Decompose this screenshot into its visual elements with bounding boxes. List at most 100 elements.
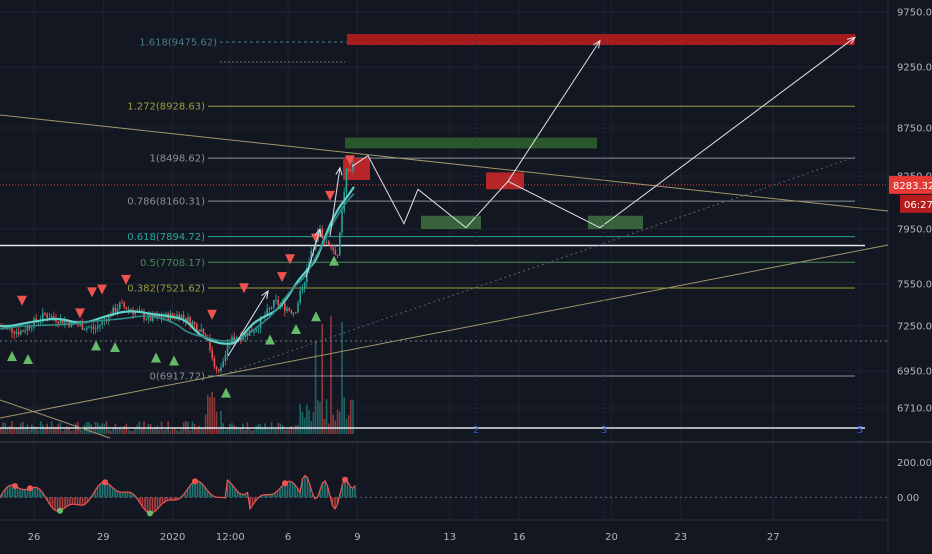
volume-bar-152 (334, 420, 337, 434)
volume-bar-130 (286, 429, 288, 434)
candle-body-26 (57, 321, 59, 324)
wave-label-1: 3 (601, 425, 607, 436)
candle-body-38 (83, 329, 86, 331)
candle-body-159 (350, 169, 352, 171)
volume-bar-119 (262, 427, 264, 434)
fibonacci-retracement[interactable]: 1.618(9475.62) 1.272(8928.63) 1(8498.62) 0.… (127, 38, 855, 383)
volume-bar-109 (240, 428, 242, 434)
volume-bar-160 (352, 399, 354, 434)
volume-bar-144 (317, 400, 319, 434)
candle-body-90 (198, 330, 200, 332)
candle-body-29 (64, 321, 66, 324)
candle-body-40 (88, 327, 90, 329)
countdown-value: 06:27 (904, 200, 932, 211)
volume-bar-78 (171, 427, 174, 434)
candle-body-24 (53, 316, 55, 319)
early-arrow-2 (305, 228, 321, 278)
date-tick-5: 9 (354, 532, 360, 543)
lower-trendline (0, 399, 111, 439)
date-tick-6: 13 (443, 532, 456, 543)
countdown-badge (900, 194, 932, 213)
volume-bar-150 (330, 315, 332, 434)
candle-body-6 (13, 332, 15, 334)
dotted-trendline (229, 156, 856, 373)
volume-bar-90 (198, 425, 200, 434)
volume-bar-7 (15, 428, 18, 434)
volume-bar-128 (281, 425, 284, 434)
volume-bar-153 (336, 409, 339, 434)
supply-demand-zones[interactable] (343, 34, 855, 229)
candle-body-80 (176, 314, 178, 318)
candle-body-7 (15, 331, 18, 334)
sell-signal-2 (87, 287, 97, 298)
volume-bar-143 (314, 341, 317, 434)
candle-body-99 (218, 369, 220, 371)
fib-label-0: 1.618(9475.62) (139, 38, 217, 49)
osc-dot-24 (57, 507, 63, 514)
candle-body-2 (4, 326, 7, 328)
candle-body-58 (127, 309, 130, 311)
volume-bar-124 (273, 427, 275, 434)
candle-body-67 (147, 314, 150, 320)
osc-tick-0: 200.00 (897, 458, 932, 469)
volume-bar-0 (0, 428, 2, 434)
trend-lines[interactable] (0, 61, 889, 439)
volume-bar-82 (180, 427, 183, 434)
candle-body-21 (46, 314, 48, 318)
date-tick-2: 2020 (160, 532, 185, 543)
candle-body-148 (325, 241, 328, 243)
volume-bar-58 (127, 429, 130, 434)
volume-bar-22 (48, 427, 51, 434)
candle-body-15 (33, 318, 35, 328)
candle-body-39 (86, 327, 88, 330)
volume-bar-51 (112, 427, 114, 434)
volume-bar-88 (193, 423, 196, 434)
volume-bar-100 (220, 410, 222, 434)
osc-dot-138 (342, 476, 348, 483)
sell-signal-1 (75, 308, 85, 319)
volume-bar-55 (121, 429, 123, 434)
volume-bar-47 (103, 423, 106, 434)
volume-bar-156 (343, 397, 345, 434)
volume-bar-3 (6, 428, 9, 434)
candle-body-69 (152, 314, 154, 321)
candle-body-73 (160, 316, 163, 319)
projection-arrows[interactable]: 2 3 5 (227, 0, 863, 520)
volume-bar-151 (332, 414, 334, 434)
buy-signal-8 (291, 324, 301, 334)
volume-bar-16 (35, 426, 37, 434)
volume-bar-17 (37, 429, 40, 434)
candle-body-10 (22, 331, 24, 333)
volume-bar-33 (72, 429, 75, 434)
volume-bar-118 (259, 424, 262, 434)
sell-signal-7 (277, 272, 287, 283)
candle-body-91 (200, 329, 202, 332)
fib-label-5: 0.5(7708.17) (140, 258, 205, 269)
volume-bar-26 (57, 424, 59, 434)
volume-bar-74 (163, 430, 165, 434)
candle-body-42 (92, 326, 95, 329)
volume-bar-71 (156, 425, 158, 434)
volume-bar-36 (79, 427, 81, 434)
projection-main (351, 36, 856, 229)
volume-bar-52 (114, 423, 117, 434)
candle-body-81 (178, 314, 180, 320)
support-zone-1 (345, 137, 597, 149)
candle-body-117 (257, 328, 260, 330)
candle-body-74 (163, 317, 165, 319)
candle-body-130 (286, 308, 288, 311)
volume-bar-29 (64, 429, 66, 434)
buy-signal-2 (91, 340, 101, 351)
early-arrow-1-head (261, 289, 269, 299)
candle-body-97 (213, 358, 216, 367)
candle-body-56 (123, 302, 125, 308)
projection-branch (507, 40, 601, 182)
volume-bar-62 (136, 424, 139, 434)
candle-body-82 (180, 314, 183, 320)
volume-bar-15 (33, 426, 35, 434)
price-tick-1: 9250.00 (897, 63, 932, 74)
volume-bar-13 (28, 430, 31, 434)
fib-label-2: 1(8498.62) (149, 154, 205, 165)
